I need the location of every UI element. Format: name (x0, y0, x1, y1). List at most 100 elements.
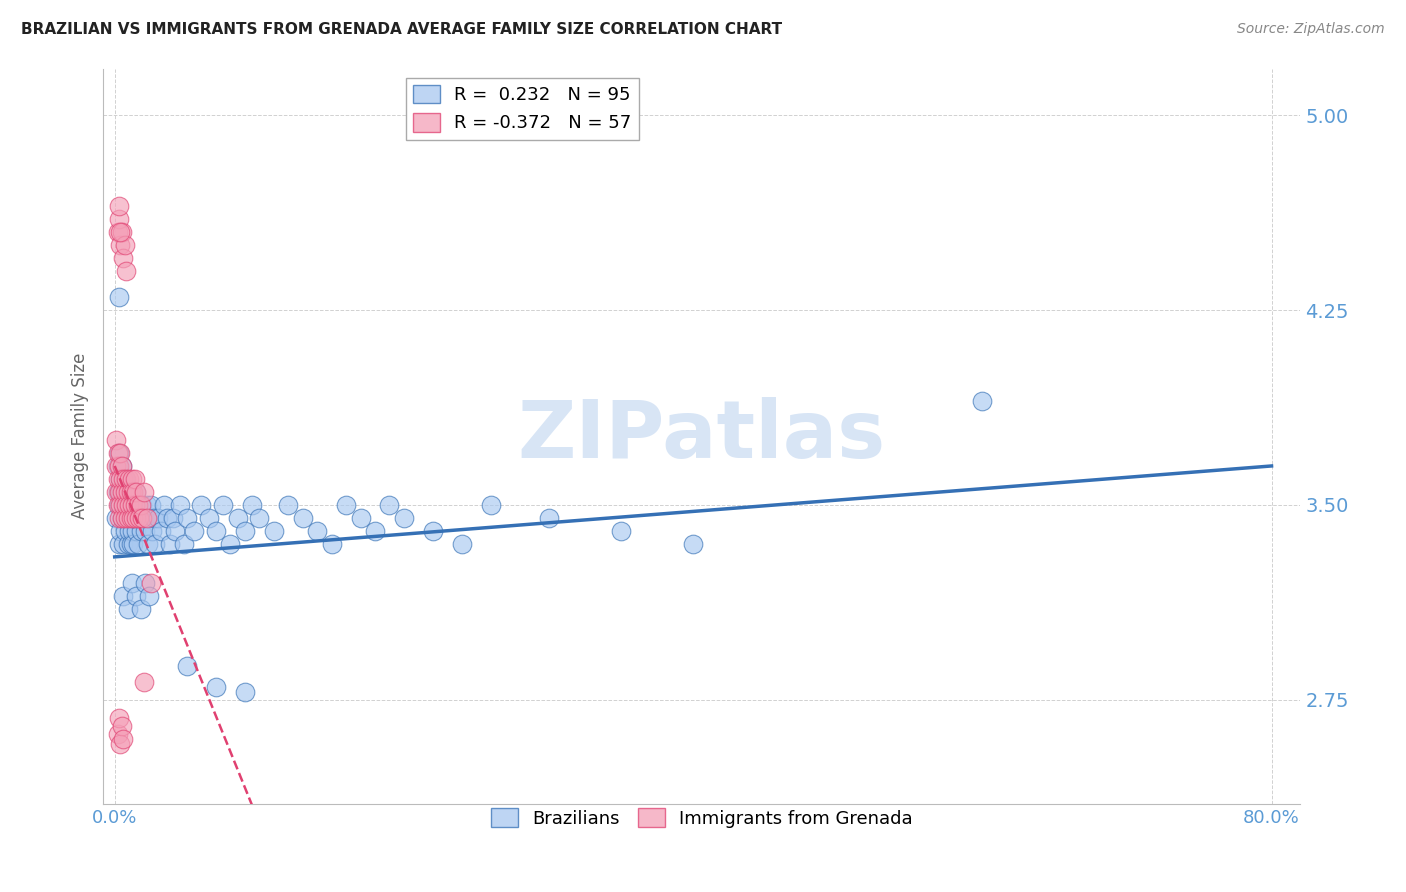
Point (129, 602, 152, 616)
Point (135, 498, 157, 512)
Point (122, 511, 145, 525)
Point (307, 524, 329, 538)
Point (141, 524, 163, 538)
Point (291, 511, 314, 525)
Text: BRAZILIAN VS IMMIGRANTS FROM GRENADA AVERAGE FAMILY SIZE CORRELATION CHART: BRAZILIAN VS IMMIGRANTS FROM GRENADA AVE… (21, 22, 782, 37)
Point (219, 537, 242, 551)
Point (111, 511, 134, 525)
Point (176, 659, 198, 673)
Point (610, 524, 633, 538)
Point (392, 511, 415, 525)
Point (156, 511, 179, 525)
Point (111, 458, 134, 473)
Point (122, 498, 145, 512)
Point (134, 524, 156, 538)
Point (120, 498, 142, 512)
Point (197, 511, 219, 525)
Point (110, 484, 132, 499)
Point (131, 498, 153, 512)
Point (139, 575, 162, 590)
Point (111, 458, 134, 473)
Point (233, 685, 256, 699)
Point (107, 458, 129, 473)
Point (149, 524, 172, 538)
Y-axis label: Average Family Size: Average Family Size (72, 353, 89, 519)
Point (117, 537, 139, 551)
Point (114, 472, 136, 486)
Point (110, 524, 132, 538)
Point (111, 484, 134, 499)
Point (127, 537, 149, 551)
Point (132, 511, 155, 525)
Point (112, 498, 135, 512)
Point (105, 458, 128, 473)
Point (537, 511, 560, 525)
Point (450, 537, 472, 551)
Point (378, 498, 401, 512)
Point (132, 674, 155, 689)
Point (124, 472, 146, 486)
Point (114, 484, 136, 499)
Point (125, 511, 148, 525)
Point (110, 446, 132, 460)
Point (110, 472, 132, 486)
Point (159, 537, 181, 551)
Point (120, 511, 142, 525)
Point (117, 511, 139, 525)
Point (108, 199, 131, 213)
Point (121, 575, 143, 590)
Point (122, 484, 145, 499)
Point (139, 498, 162, 512)
Point (138, 589, 160, 603)
Point (212, 498, 235, 512)
Point (162, 511, 184, 525)
Point (226, 511, 249, 525)
Point (233, 524, 256, 538)
Point (115, 472, 138, 486)
Point (364, 524, 387, 538)
Point (110, 238, 132, 252)
Point (121, 472, 143, 486)
Point (138, 511, 160, 525)
Point (114, 511, 136, 525)
Point (120, 484, 142, 499)
Point (128, 511, 150, 525)
Point (105, 484, 128, 499)
Point (111, 484, 134, 499)
Point (176, 511, 198, 525)
Point (108, 446, 131, 460)
Point (121, 484, 143, 499)
Point (173, 537, 195, 551)
Point (112, 251, 135, 265)
Point (127, 498, 149, 512)
Point (129, 524, 152, 538)
Text: ZIPatlas: ZIPatlas (517, 397, 886, 475)
Point (124, 511, 146, 525)
Point (335, 498, 357, 512)
Point (107, 472, 129, 486)
Point (121, 524, 143, 538)
Point (129, 498, 152, 512)
Point (115, 264, 138, 278)
Point (118, 472, 141, 486)
Point (127, 498, 149, 512)
Point (169, 498, 191, 512)
Point (115, 498, 138, 512)
Point (263, 524, 285, 538)
Point (125, 524, 148, 538)
Point (143, 537, 166, 551)
Point (131, 511, 153, 525)
Point (114, 484, 136, 499)
Point (112, 589, 135, 603)
Point (122, 511, 145, 525)
Point (125, 484, 148, 499)
Point (115, 511, 138, 525)
Point (183, 524, 205, 538)
Point (108, 458, 131, 473)
Point (110, 737, 132, 751)
Point (118, 484, 141, 499)
Point (107, 484, 129, 499)
Point (112, 537, 135, 551)
Point (135, 511, 157, 525)
Point (205, 524, 228, 538)
